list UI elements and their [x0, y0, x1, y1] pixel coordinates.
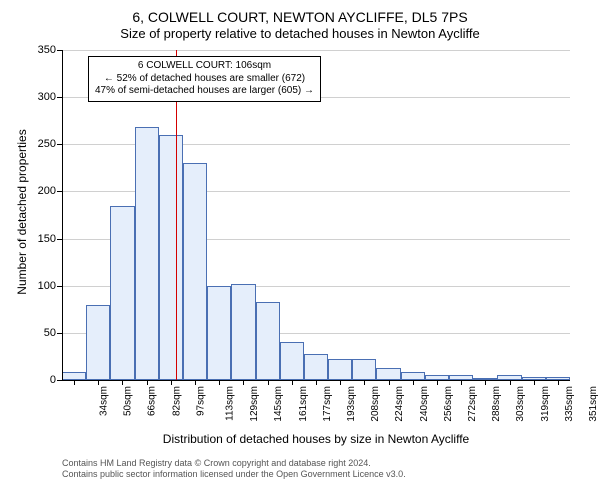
x-axis-line	[62, 380, 570, 381]
x-tick-label: 351sqm	[588, 386, 599, 422]
x-axis-title: Distribution of detached houses by size …	[62, 432, 570, 446]
y-tick-label: 150	[38, 233, 62, 245]
y-tick-label: 200	[38, 185, 62, 197]
histogram-bar	[304, 354, 328, 380]
x-tick-label: 319sqm	[540, 386, 551, 422]
page-title: 6, COLWELL COURT, NEWTON AYCLIFFE, DL5 7…	[0, 0, 600, 43]
x-tick-label: 288sqm	[491, 386, 502, 422]
x-tick-label: 224sqm	[394, 386, 405, 422]
x-tick-label: 50sqm	[123, 386, 134, 416]
x-tick-label: 208sqm	[370, 386, 381, 422]
histogram-bar	[159, 135, 183, 380]
credits-line-1: Contains HM Land Registry data © Crown c…	[62, 458, 406, 469]
y-tick-label: 300	[38, 91, 62, 103]
title-line-1: 6, COLWELL COURT, NEWTON AYCLIFFE, DL5 7…	[0, 8, 600, 26]
x-tick-label: 240sqm	[419, 386, 430, 422]
y-tick-label: 50	[44, 327, 62, 339]
histogram-bar	[62, 372, 86, 380]
annotation-line-1: 6 COLWELL COURT: 106sqm	[95, 60, 314, 73]
grid-line	[62, 50, 570, 51]
x-tick-label: 34sqm	[99, 386, 110, 416]
histogram-bar	[135, 127, 159, 380]
x-tick-label: 113sqm	[224, 386, 235, 421]
x-tick-label: 66sqm	[147, 386, 158, 416]
y-tick-label: 350	[38, 44, 62, 56]
histogram-bar	[231, 284, 255, 380]
histogram-bar	[376, 368, 400, 380]
y-tick-label: 100	[38, 280, 62, 292]
x-tick-label: 129sqm	[249, 386, 260, 422]
histogram-bar	[256, 302, 280, 380]
annotation-line-3: 47% of semi-detached houses are larger (…	[95, 85, 314, 98]
credits-line-2: Contains public sector information licen…	[62, 469, 406, 480]
y-tick-label: 250	[38, 138, 62, 150]
histogram-bar	[352, 359, 376, 380]
y-tick-label: 0	[50, 374, 62, 386]
x-tick-label: 97sqm	[195, 386, 206, 416]
credits: Contains HM Land Registry data © Crown c…	[62, 458, 406, 481]
x-tick-label: 193sqm	[346, 386, 357, 422]
x-tick-label: 256sqm	[443, 386, 454, 422]
histogram-bar	[401, 372, 425, 380]
x-tick-label: 145sqm	[274, 386, 285, 422]
y-axis-title: Number of detached properties	[15, 112, 29, 312]
histogram-bar	[110, 206, 134, 380]
histogram-bar	[207, 286, 231, 380]
annotation-line-2: ← 52% of detached houses are smaller (67…	[95, 73, 314, 86]
histogram-bar	[183, 163, 207, 380]
x-tick-label: 177sqm	[322, 386, 333, 422]
x-tick-label: 161sqm	[298, 386, 309, 422]
annotation-box: 6 COLWELL COURT: 106sqm ← 52% of detache…	[88, 56, 321, 102]
x-tick-label: 272sqm	[467, 386, 478, 422]
histogram-bar	[86, 305, 110, 380]
histogram-bar	[328, 359, 352, 380]
title-line-2: Size of property relative to detached ho…	[0, 26, 600, 43]
x-tick-label: 82sqm	[171, 386, 182, 416]
histogram-bar	[280, 342, 304, 380]
x-tick-label: 335sqm	[564, 386, 575, 422]
y-axis-line	[62, 50, 63, 380]
x-tick-label: 303sqm	[515, 386, 526, 422]
